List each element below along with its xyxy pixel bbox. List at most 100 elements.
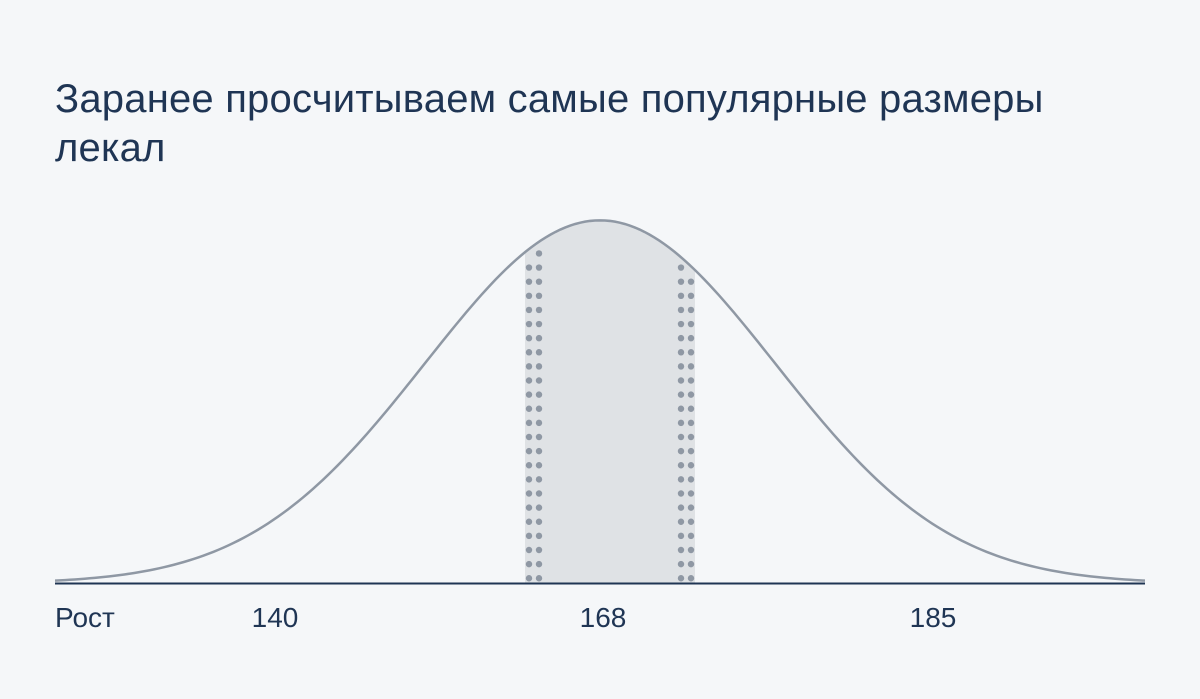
boundary-dot bbox=[536, 420, 542, 426]
boundary-dot bbox=[526, 293, 532, 299]
boundary-dot bbox=[688, 448, 694, 454]
boundary-dot bbox=[678, 462, 684, 468]
boundary-dot bbox=[526, 434, 532, 440]
boundary-dot bbox=[678, 547, 684, 553]
boundary-dot bbox=[536, 293, 542, 299]
boundary-dot bbox=[536, 547, 542, 553]
boundary-dot bbox=[678, 519, 684, 525]
boundary-dot bbox=[678, 377, 684, 383]
shaded-region bbox=[525, 220, 695, 583]
chart-svg bbox=[55, 180, 1145, 644]
axis-label: 168 bbox=[580, 602, 627, 634]
boundary-dot bbox=[688, 278, 694, 284]
boundary-dot bbox=[526, 278, 532, 284]
page-title: Заранее просчитываем самые популярные ра… bbox=[55, 75, 1145, 173]
boundary-dot bbox=[688, 293, 694, 299]
boundary-dot bbox=[536, 434, 542, 440]
boundary-dot bbox=[536, 448, 542, 454]
boundary-dot bbox=[526, 335, 532, 341]
boundary-dot bbox=[688, 547, 694, 553]
boundary-dot bbox=[678, 575, 684, 581]
boundary-dot bbox=[678, 278, 684, 284]
boundary-dot bbox=[688, 349, 694, 355]
distribution-chart: Рост 140 168 185 bbox=[55, 180, 1145, 644]
boundary-dot bbox=[688, 561, 694, 567]
boundary-dot bbox=[688, 391, 694, 397]
boundary-dot bbox=[526, 575, 532, 581]
boundary-dot bbox=[688, 462, 694, 468]
boundary-dot bbox=[526, 476, 532, 482]
boundary-dot bbox=[526, 363, 532, 369]
boundary-dot bbox=[678, 307, 684, 313]
boundary-dot bbox=[688, 490, 694, 496]
boundary-dot bbox=[688, 406, 694, 412]
boundary-dot bbox=[536, 335, 542, 341]
boundary-dot bbox=[688, 335, 694, 341]
boundary-dot bbox=[536, 575, 542, 581]
boundary-dot bbox=[526, 420, 532, 426]
boundary-dot bbox=[536, 476, 542, 482]
boundary-dot bbox=[536, 349, 542, 355]
boundary-dot bbox=[536, 278, 542, 284]
boundary-dot bbox=[526, 349, 532, 355]
boundary-dot bbox=[678, 434, 684, 440]
boundary-dot bbox=[526, 448, 532, 454]
boundary-dot bbox=[536, 264, 542, 270]
boundary-dot bbox=[688, 504, 694, 510]
boundary-dot bbox=[688, 575, 694, 581]
boundary-dot bbox=[536, 490, 542, 496]
boundary-dot bbox=[526, 533, 532, 539]
boundary-dot bbox=[536, 519, 542, 525]
boundary-dot bbox=[678, 420, 684, 426]
boundary-dot bbox=[678, 561, 684, 567]
boundary-dot bbox=[526, 321, 532, 327]
boundary-dot bbox=[688, 420, 694, 426]
boundary-dot bbox=[688, 363, 694, 369]
boundary-dot bbox=[678, 349, 684, 355]
boundary-dot bbox=[678, 448, 684, 454]
boundary-dot bbox=[526, 406, 532, 412]
boundary-dot bbox=[536, 462, 542, 468]
boundary-dot bbox=[536, 307, 542, 313]
boundary-dot bbox=[688, 377, 694, 383]
boundary-dot bbox=[688, 533, 694, 539]
boundary-dot bbox=[536, 533, 542, 539]
boundary-dot bbox=[526, 547, 532, 553]
boundary-dot bbox=[688, 519, 694, 525]
boundary-dot bbox=[678, 533, 684, 539]
page-root: Заранее просчитываем самые популярные ра… bbox=[0, 0, 1200, 699]
boundary-dot bbox=[678, 391, 684, 397]
boundary-dot bbox=[678, 321, 684, 327]
boundary-dot bbox=[688, 476, 694, 482]
boundary-dot bbox=[536, 391, 542, 397]
boundary-dot bbox=[536, 321, 542, 327]
boundary-dot bbox=[526, 391, 532, 397]
boundary-dot bbox=[678, 335, 684, 341]
boundary-dot bbox=[536, 363, 542, 369]
axis-label: 185 bbox=[910, 602, 957, 634]
boundary-dot bbox=[536, 250, 542, 256]
axis-label: 140 bbox=[252, 602, 299, 634]
boundary-dot bbox=[536, 406, 542, 412]
axis-labels: Рост 140 168 185 bbox=[55, 594, 1145, 644]
boundary-dot bbox=[526, 462, 532, 468]
boundary-dot bbox=[678, 363, 684, 369]
boundary-dot bbox=[526, 561, 532, 567]
boundary-dot bbox=[678, 476, 684, 482]
boundary-dot bbox=[678, 490, 684, 496]
boundary-dot bbox=[536, 504, 542, 510]
boundary-dot bbox=[678, 264, 684, 270]
boundary-dot bbox=[536, 377, 542, 383]
boundary-dot bbox=[526, 490, 532, 496]
boundary-dot bbox=[526, 519, 532, 525]
boundary-dot bbox=[688, 307, 694, 313]
boundary-dot bbox=[678, 504, 684, 510]
boundary-dot bbox=[526, 307, 532, 313]
boundary-dot bbox=[526, 504, 532, 510]
axis-label: Рост bbox=[55, 602, 115, 634]
boundary-dot bbox=[678, 293, 684, 299]
boundary-dot bbox=[688, 434, 694, 440]
boundary-dot bbox=[678, 406, 684, 412]
boundary-dot bbox=[526, 264, 532, 270]
boundary-dot bbox=[688, 321, 694, 327]
